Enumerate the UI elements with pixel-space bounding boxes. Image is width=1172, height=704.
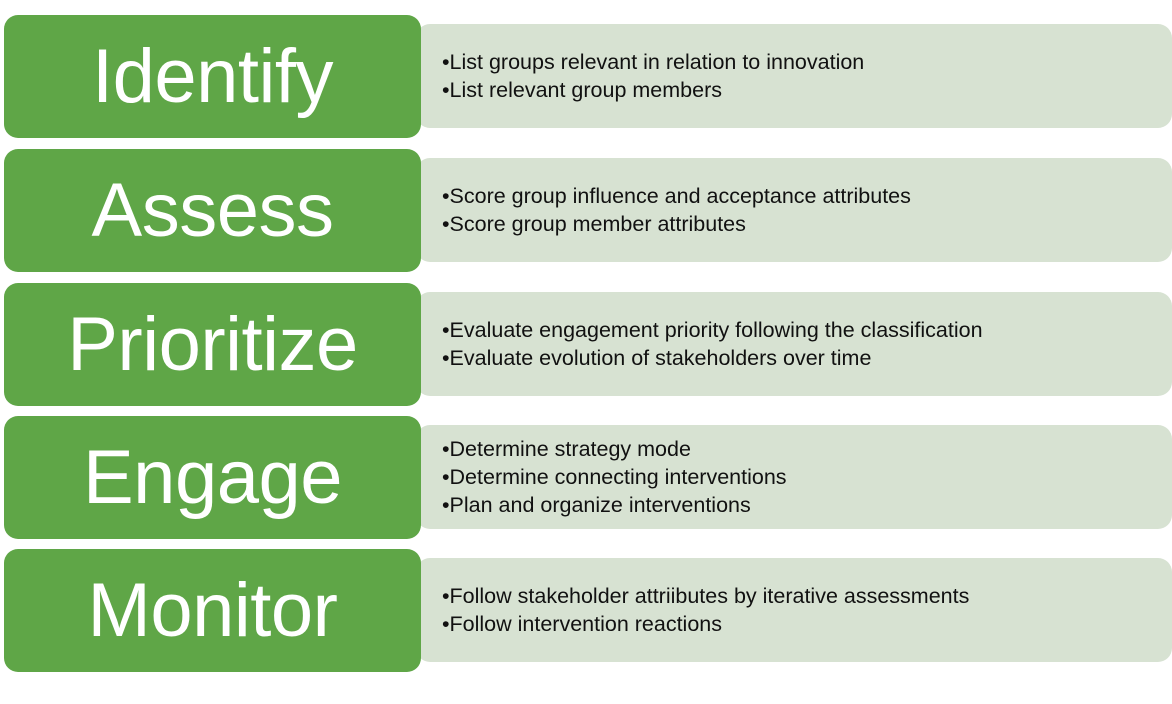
detail-bullet: List relevant group members <box>442 76 1172 104</box>
detail-bullet: List groups relevant in relation to inno… <box>442 48 1172 76</box>
step-label-box: Identify <box>4 15 421 138</box>
step-engage: Determine strategy mode Determine connec… <box>4 416 1172 540</box>
step-label: Identify <box>91 33 334 119</box>
step-details: Evaluate engagement priority following t… <box>416 292 1172 396</box>
step-label-box: Engage <box>4 416 421 539</box>
detail-bullet: Follow stakeholder attriibutes by iterat… <box>442 582 1172 610</box>
step-details: List groups relevant in relation to inno… <box>416 24 1172 128</box>
detail-bullet: Determine strategy mode <box>442 435 1172 463</box>
step-label: Monitor <box>87 567 338 653</box>
step-details: Determine strategy mode Determine connec… <box>416 425 1172 529</box>
step-label-box: Prioritize <box>4 283 421 406</box>
step-label: Prioritize <box>67 301 358 387</box>
step-prioritize: Evaluate engagement priority following t… <box>4 283 1172 407</box>
step-details: Score group influence and acceptance att… <box>416 158 1172 262</box>
step-identify: List groups relevant in relation to inno… <box>4 15 1172 139</box>
detail-bullet: Evaluate evolution of stakeholders over … <box>442 344 1172 372</box>
detail-bullet: Follow intervention reactions <box>442 610 1172 638</box>
detail-bullet: Evaluate engagement priority following t… <box>442 316 1172 344</box>
detail-bullet: Score group member attributes <box>442 210 1172 238</box>
step-label-box: Assess <box>4 149 421 272</box>
detail-bullet: Plan and organize interventions <box>442 491 1172 519</box>
detail-bullet: Determine connecting interventions <box>442 463 1172 491</box>
step-label: Engage <box>82 434 343 520</box>
detail-bullet: Score group influence and acceptance att… <box>442 182 1172 210</box>
step-label: Assess <box>91 167 334 253</box>
step-assess: Score group influence and acceptance att… <box>4 149 1172 273</box>
step-label-box: Monitor <box>4 549 421 672</box>
step-monitor: Follow stakeholder attriibutes by iterat… <box>4 549 1172 673</box>
step-details: Follow stakeholder attriibutes by iterat… <box>416 558 1172 662</box>
